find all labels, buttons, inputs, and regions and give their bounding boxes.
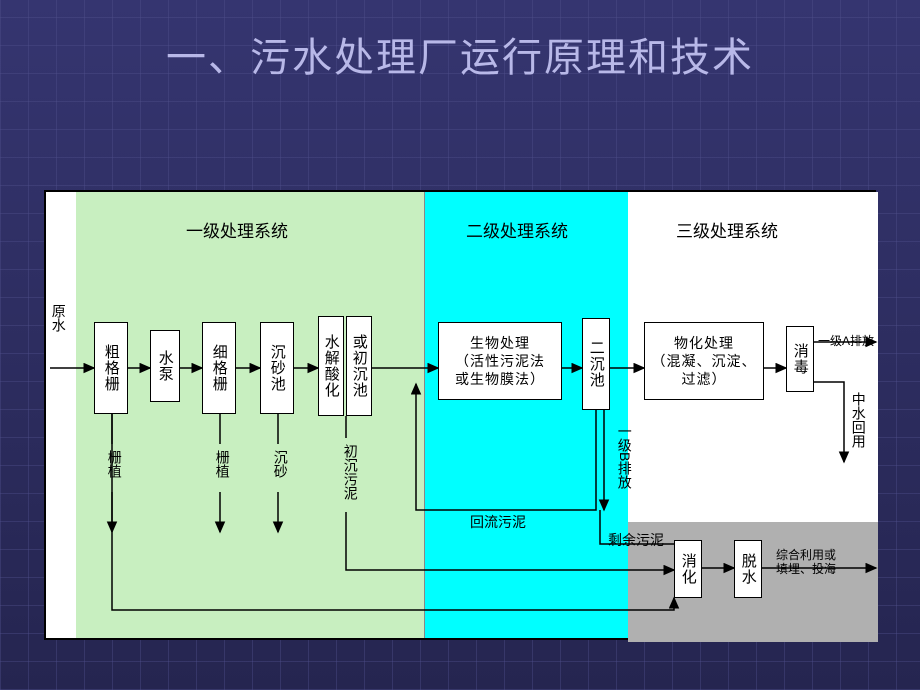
label-l-sz1: 栅植: [106, 450, 123, 478]
zone-secondary: [424, 192, 628, 638]
zone-label-1: 一级处理系统: [186, 217, 288, 242]
node-n11: 脱水: [734, 540, 762, 598]
node-n5b: 或初沉池: [346, 316, 372, 416]
label-l-b: 一级B排放: [616, 424, 633, 489]
node-n8: 物化处理（混凝、沉淀、过滤）: [644, 322, 764, 400]
zone-label-2: 二级处理系统: [466, 217, 568, 242]
label-l-reuse: 中水回用: [850, 392, 867, 448]
node-n3: 细格栅: [202, 322, 236, 414]
node-n2: 水泵: [150, 330, 180, 402]
label-l-a: 一级A排放: [818, 334, 874, 348]
node-n1: 粗格栅: [94, 322, 128, 414]
label-l-sand: 沉砂: [272, 450, 289, 478]
node-n10: 消化: [674, 540, 702, 598]
zone-label-3: 三级处理系统: [676, 217, 778, 242]
node-n4: 沉砂池: [260, 322, 294, 414]
label-l-final: 综合利用或填埋、投海: [776, 548, 836, 577]
node-n6: 生物处理（活性污泥法或生物膜法）: [438, 322, 562, 400]
flowchart: 一级处理系统 二级处理系统 三级处理系统 粗格栅水泵细格栅沉砂池水解酸化或初沉池…: [44, 190, 876, 640]
node-n9: 消毒: [786, 326, 814, 392]
label-l-excess: 剩余污泥: [608, 532, 664, 549]
label-l-sz2: 栅植: [214, 450, 231, 478]
label-l-return: 回流污泥: [470, 514, 526, 531]
label-l-ps: 初沉污泥: [342, 444, 359, 500]
label-l-raw: 原水: [50, 304, 67, 332]
page-title: 一、污水处理厂运行原理和技术: [0, 0, 920, 83]
node-n7: 二沉池: [582, 318, 610, 410]
node-n5a: 水解酸化: [318, 316, 344, 416]
